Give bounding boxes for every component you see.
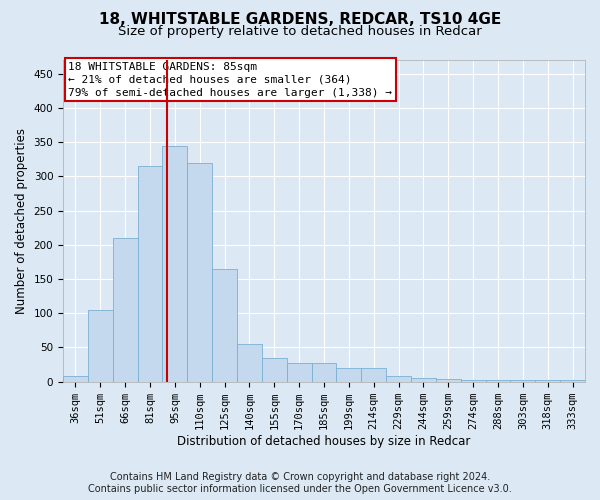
Y-axis label: Number of detached properties: Number of detached properties xyxy=(15,128,28,314)
Bar xyxy=(461,380,485,382)
Bar xyxy=(137,166,163,382)
Text: 18 WHITSTABLE GARDENS: 85sqm
← 21% of detached houses are smaller (364)
79% of s: 18 WHITSTABLE GARDENS: 85sqm ← 21% of de… xyxy=(68,62,392,98)
Bar xyxy=(436,379,461,382)
Bar xyxy=(337,368,361,382)
Bar xyxy=(262,358,287,382)
Bar xyxy=(535,380,560,382)
Bar xyxy=(187,162,212,382)
Bar xyxy=(560,380,585,382)
Bar xyxy=(287,363,311,382)
X-axis label: Distribution of detached houses by size in Redcar: Distribution of detached houses by size … xyxy=(178,434,471,448)
Text: Size of property relative to detached houses in Redcar: Size of property relative to detached ho… xyxy=(118,25,482,38)
Bar xyxy=(311,363,337,382)
Bar xyxy=(113,238,137,382)
Text: Contains HM Land Registry data © Crown copyright and database right 2024.
Contai: Contains HM Land Registry data © Crown c… xyxy=(88,472,512,494)
Bar xyxy=(212,269,237,382)
Bar xyxy=(485,380,511,382)
Bar xyxy=(63,376,88,382)
Bar xyxy=(88,310,113,382)
Bar xyxy=(411,378,436,382)
Bar xyxy=(386,376,411,382)
Bar xyxy=(163,146,187,382)
Text: 18, WHITSTABLE GARDENS, REDCAR, TS10 4GE: 18, WHITSTABLE GARDENS, REDCAR, TS10 4GE xyxy=(99,12,501,26)
Bar xyxy=(511,380,535,382)
Bar xyxy=(361,368,386,382)
Bar xyxy=(237,344,262,382)
